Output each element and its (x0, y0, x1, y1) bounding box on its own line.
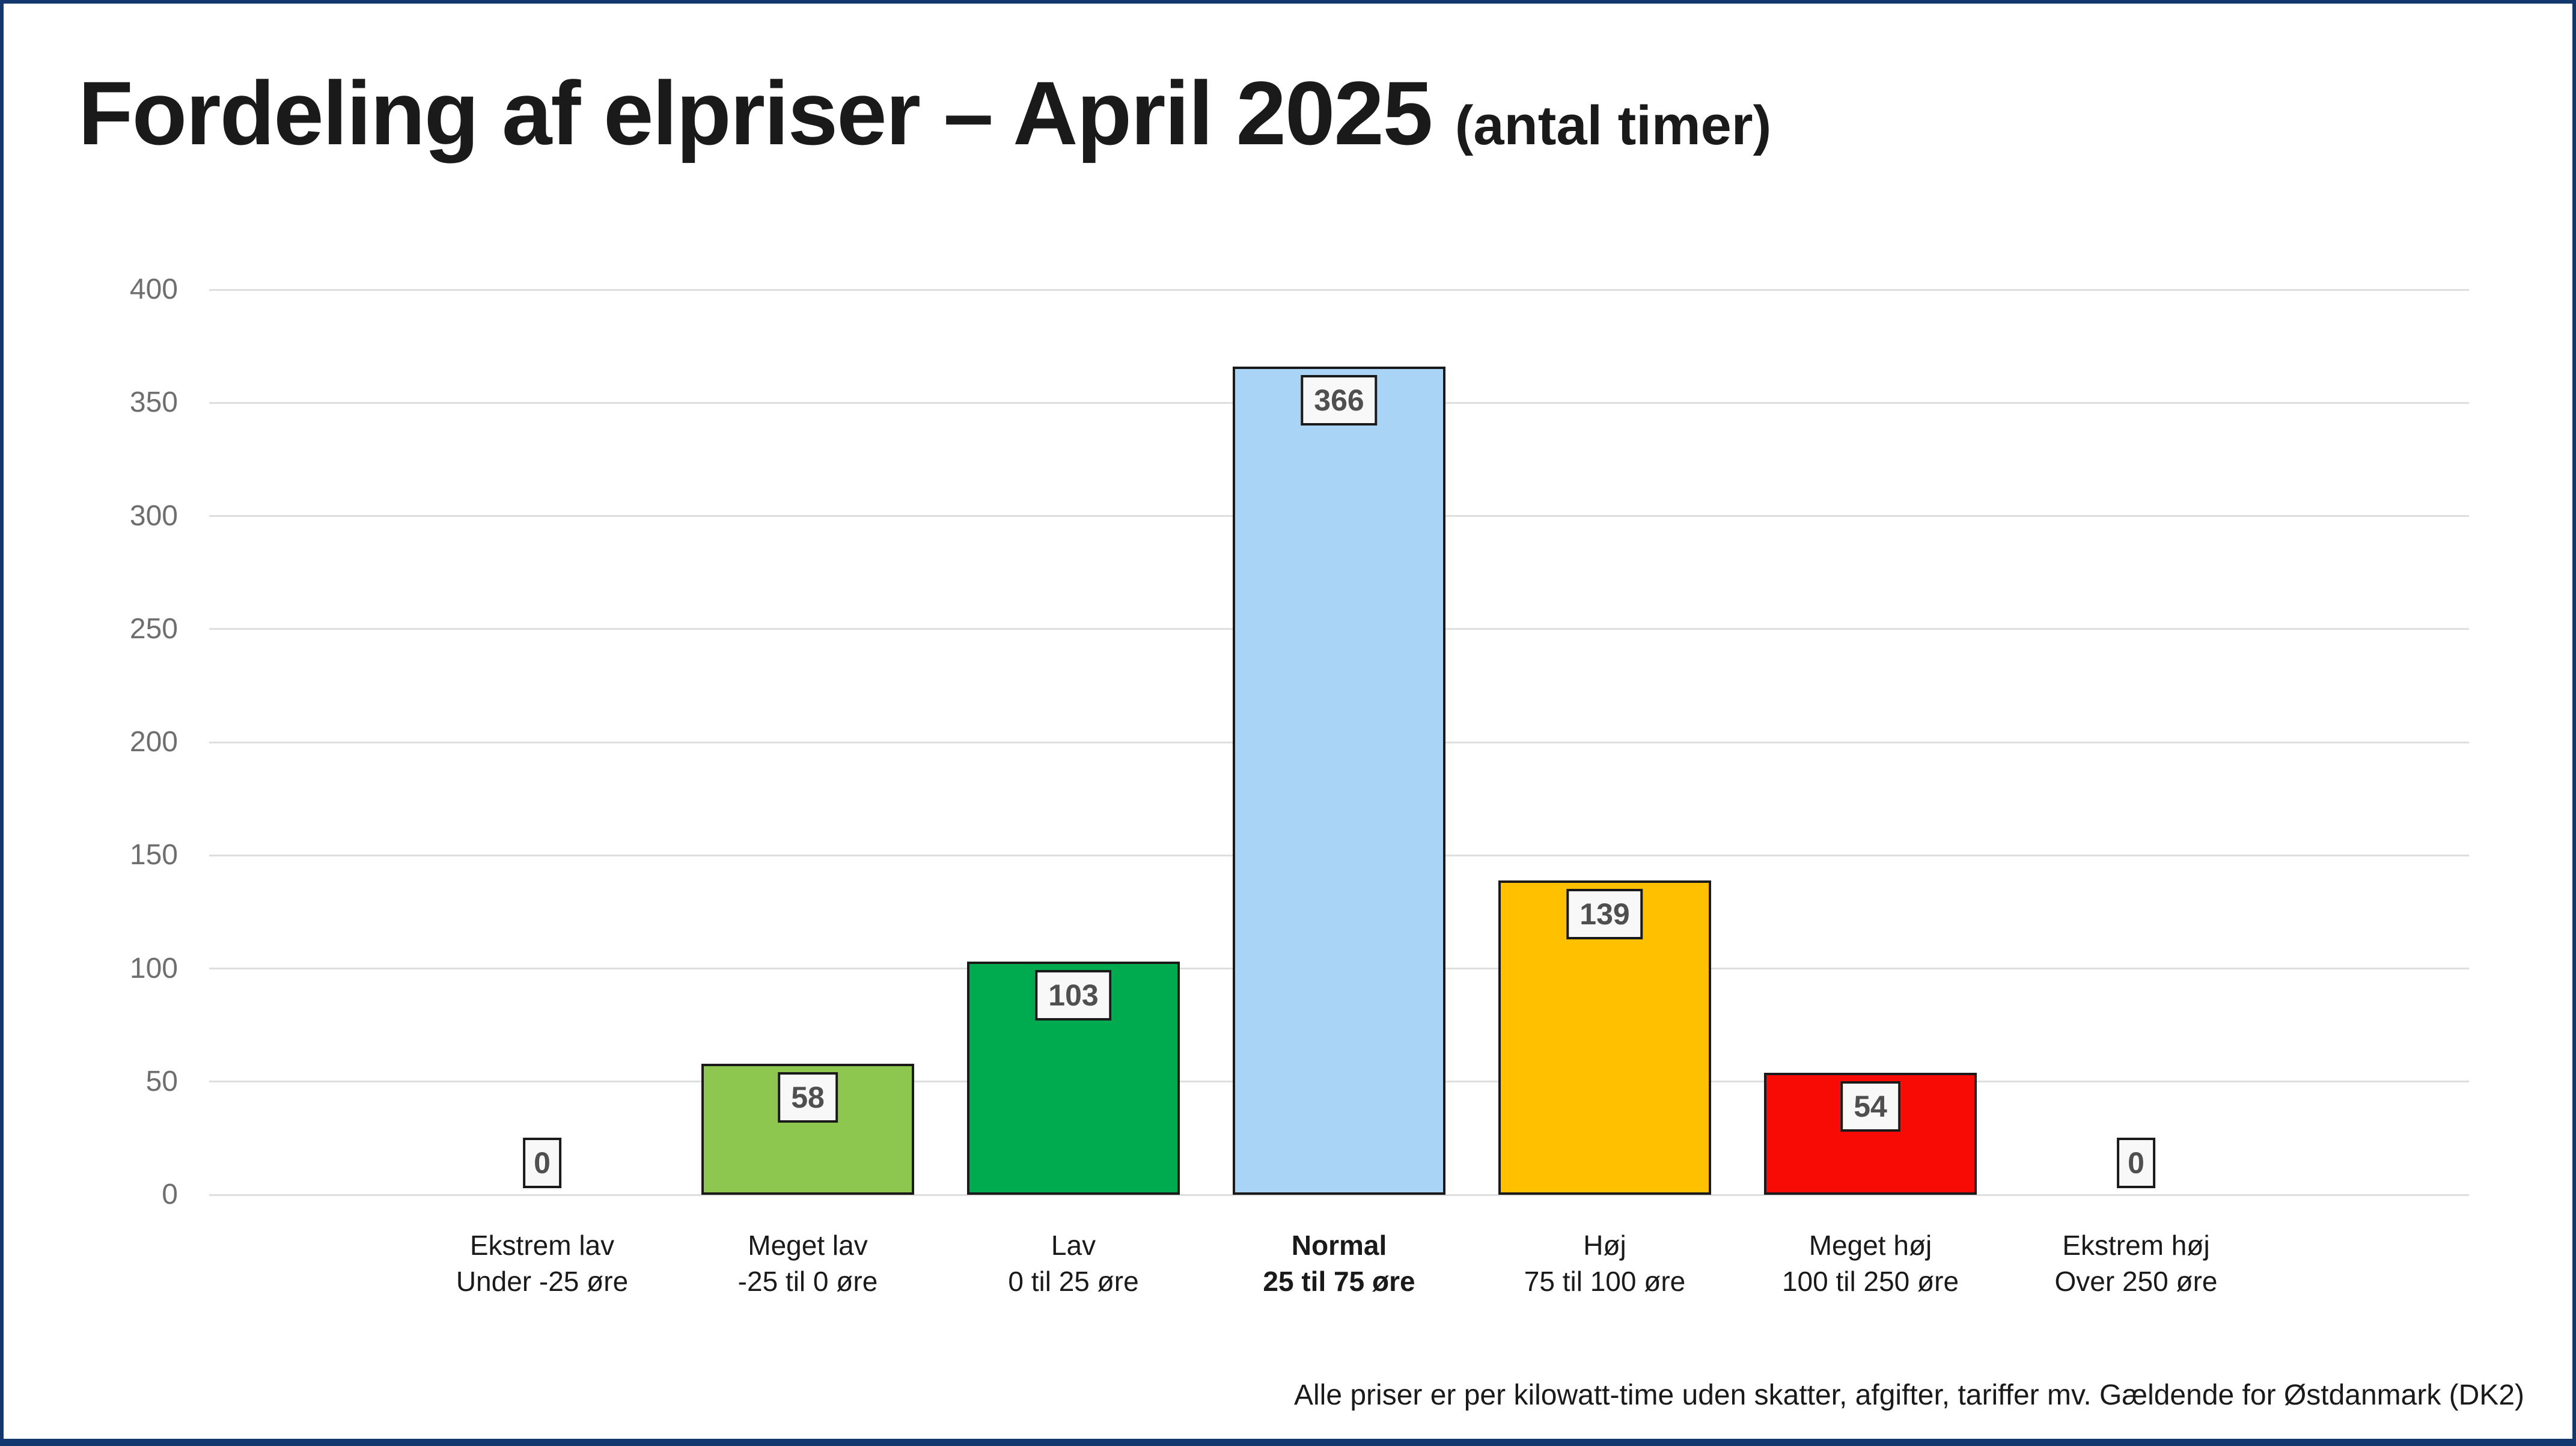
bar-slot-1: 58 (675, 290, 941, 1195)
y-tick-label-100: 100 (129, 952, 178, 984)
bar-slot-3: 366 (1206, 290, 1472, 1195)
value-label-4: 139 (1566, 888, 1643, 939)
x-label-name: Høj (1583, 1230, 1626, 1261)
x-label-range: -25 til 0 øre (737, 1266, 878, 1297)
x-label-lav: Lav 0 til 25 øre (941, 1227, 1206, 1299)
x-label-name: Meget lav (748, 1230, 868, 1261)
chart-content: Fordeling af elpriser – April 2025 (anta… (4, 4, 2572, 1439)
bar-slot-4: 139 (1472, 290, 1738, 1195)
x-label-ekstrem-h-j: Ekstrem høj Over 250 øre (2003, 1227, 2269, 1299)
y-tick-label-200: 200 (129, 726, 178, 758)
y-tick-label-350: 350 (129, 386, 178, 419)
x-label-range: 0 til 25 øre (1008, 1266, 1139, 1297)
x-label-name: Ekstrem lav (469, 1230, 615, 1261)
x-label-name: Normal (1291, 1230, 1387, 1261)
x-label-range: 75 til 100 øre (1524, 1266, 1686, 1297)
x-axis-labels: Ekstrem lav Under -25 øre Meget lav -25 til… (409, 1227, 2269, 1299)
bar-slot-0: 0 (409, 290, 675, 1195)
value-label-3: 366 (1301, 375, 1378, 426)
bar-slot-6: 0 (2003, 290, 2269, 1195)
y-tick-label-0: 0 (162, 1179, 178, 1210)
bars-row: 0 58 103 366 139 54 0 (409, 290, 2269, 1195)
footnote: Alle priser er per kilowatt-time uden sk… (1293, 1379, 2524, 1411)
bar-slot-5: 54 (1738, 290, 2003, 1195)
value-label-6: 0 (2117, 1138, 2155, 1188)
x-label-range: 25 til 75 øre (1263, 1266, 1415, 1297)
y-tick-label-400: 400 (129, 273, 178, 305)
bar-normal (1233, 367, 1445, 1195)
x-label-h-j: Høj 75 til 100 øre (1472, 1227, 1738, 1299)
x-label-meget-h-j: Meget høj 100 til 250 øre (1738, 1227, 2003, 1299)
bar-slot-2: 103 (941, 290, 1206, 1195)
x-label-normal: Normal 25 til 75 øre (1206, 1227, 1472, 1299)
x-label-meget-lav: Meget lav -25 til 0 øre (675, 1227, 941, 1299)
y-tick-label-300: 300 (129, 499, 178, 532)
x-label-ekstrem-lav: Ekstrem lav Under -25 øre (409, 1227, 675, 1299)
y-tick-label-50: 50 (145, 1065, 178, 1097)
x-label-name: Meget høj (1808, 1230, 1932, 1261)
value-label-5: 54 (1840, 1081, 1900, 1132)
gridline-0 (209, 1194, 2469, 1196)
x-label-range: 100 til 250 øre (1781, 1266, 1959, 1297)
value-label-1: 58 (778, 1072, 838, 1123)
x-label-name: Lav (1051, 1230, 1096, 1261)
value-label-2: 103 (1035, 970, 1112, 1021)
gridline-400 (209, 288, 2469, 291)
x-label-range: Over 250 øre (2054, 1266, 2218, 1297)
x-label-range: Under -25 øre (456, 1266, 629, 1297)
value-label-0: 0 (523, 1138, 561, 1188)
plot-area: 0 50 100 150 200 250 300 350 400 0 58 103 366 139 54 0 (130, 275, 2469, 1209)
x-label-name: Ekstrem høj (2062, 1230, 2210, 1261)
y-tick-label-150: 150 (129, 839, 178, 871)
page-title: Fordeling af elpriser – April 2025 (anta… (78, 61, 1771, 165)
chart-title-suffix: (antal timer) (1454, 95, 1772, 156)
chart-title: Fordeling af elpriser – April 2025 (78, 63, 1433, 163)
bar-meget-h-j (1764, 1072, 1977, 1195)
y-tick-label-250: 250 (129, 612, 178, 645)
